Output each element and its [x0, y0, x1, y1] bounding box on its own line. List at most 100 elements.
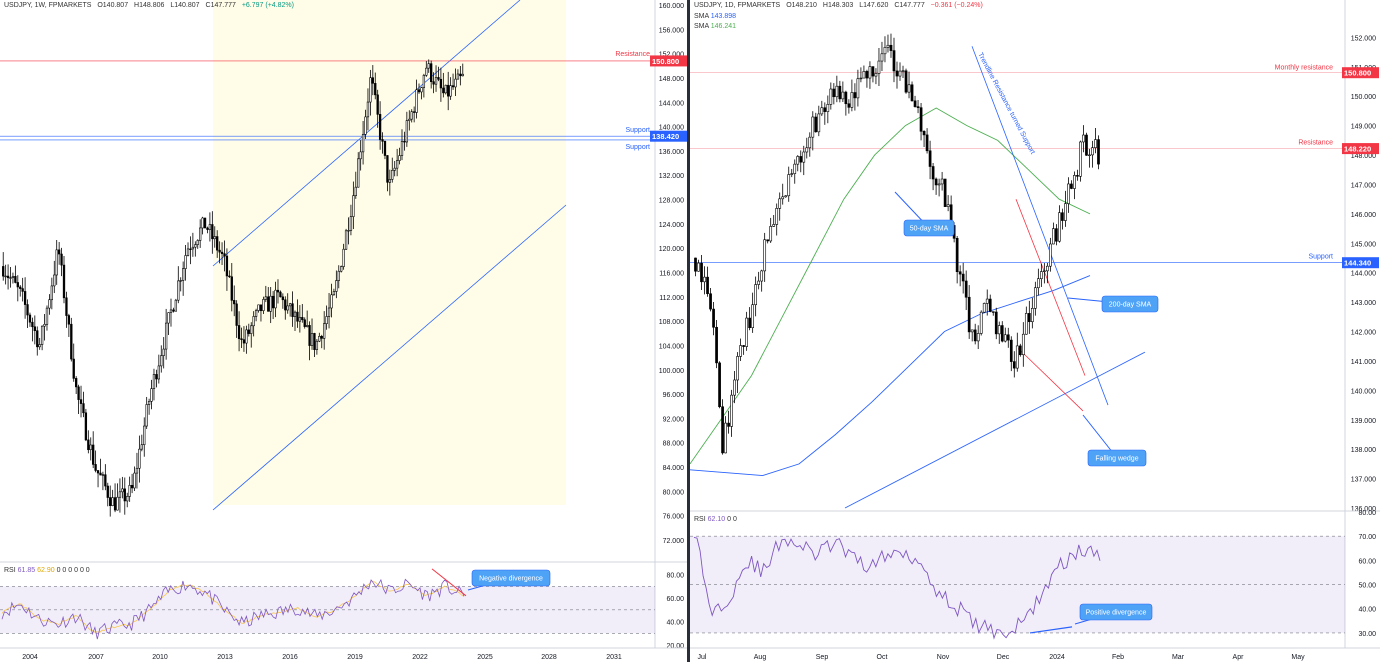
- weekly-price-tick: 128.000: [659, 198, 684, 205]
- weekly-price-tick: 104.000: [659, 343, 684, 350]
- daily-rsi-tick: 40.00: [1358, 607, 1376, 614]
- daily-candle: [919, 107, 923, 132]
- sma50-callout-box: [903, 219, 955, 237]
- weekly-candle: [403, 140, 406, 143]
- daily-candle: [793, 163, 797, 174]
- weekly-candle: [82, 403, 85, 414]
- positive-divergence-line: [1029, 626, 1073, 634]
- weekly-candle: [442, 87, 445, 94]
- daily-candle: [769, 226, 773, 242]
- daily-close: C147.777: [894, 2, 925, 9]
- weekly-candle: [335, 280, 338, 292]
- weekly-candle: [264, 296, 267, 300]
- daily-candle: [841, 91, 845, 100]
- daily-candle: [1046, 265, 1049, 272]
- daily-candle: [1015, 345, 1019, 369]
- weekly-candle: [344, 230, 348, 250]
- daily-candle: [922, 130, 926, 136]
- weekly-candle: [425, 67, 428, 76]
- daily-candle: [790, 173, 794, 175]
- weekly-chart-canvas[interactable]: Resistance Support Support 160.000 156.000 15…: [0, 0, 687, 662]
- daily-resistance-tag-bg: [1342, 143, 1379, 155]
- daily-candle: [1061, 212, 1064, 221]
- weekly-candle: [16, 282, 19, 288]
- daily-candle: [964, 280, 968, 298]
- trendline-label: Trendline Resistance turned Support: [976, 52, 1036, 156]
- daily-candle: [982, 303, 986, 313]
- daily-candle: [1043, 270, 1046, 272]
- daily-chart-canvas[interactable]: Monthly resistance Resistance Support Trend…: [690, 0, 1380, 662]
- weekly-candle: [6, 275, 10, 279]
- weekly-candle: [296, 311, 299, 322]
- weekly-candle: [150, 388, 153, 402]
- daily-open: O148.210: [786, 2, 817, 9]
- daily-candle: [766, 239, 770, 242]
- daily-candle: [892, 50, 896, 72]
- daily-candle: [934, 178, 938, 186]
- weekly-candle: [57, 249, 61, 255]
- weekly-candle: [179, 280, 182, 282]
- daily-candle: [835, 85, 839, 98]
- monthly-resistance-label: Monthly resistance: [1275, 65, 1333, 72]
- daily-candle: [787, 174, 791, 197]
- daily-candle: [1055, 228, 1058, 242]
- weekly-candle: [257, 304, 260, 311]
- weekly-time-tick: 2007: [88, 654, 104, 661]
- daily-candle: [1067, 183, 1070, 204]
- weekly-candle: [133, 472, 136, 489]
- weekly-candle: [332, 291, 336, 296]
- weekly-candle: [349, 216, 353, 231]
- daily-candle: [1012, 361, 1016, 369]
- daily-candle: [868, 66, 872, 79]
- weekly-candle: [298, 317, 302, 322]
- weekly-candle: [162, 348, 165, 356]
- daily-support-label: Support: [1308, 254, 1333, 261]
- daily-price-tick: 141.000: [1351, 359, 1376, 366]
- daily-candle: [736, 356, 739, 381]
- daily-time-tick: Mar: [1172, 654, 1185, 661]
- daily-candle: [928, 150, 932, 167]
- daily-candle: [814, 116, 818, 133]
- weekly-price-tick: 92.000: [663, 416, 685, 423]
- weekly-price-tick: 72.000: [663, 538, 685, 545]
- daily-candle: [874, 73, 878, 77]
- weekly-candle: [38, 344, 41, 348]
- pane-divider[interactable]: [687, 0, 690, 662]
- daily-candle: [775, 208, 779, 225]
- weekly-candle: [327, 307, 331, 317]
- weekly-candle: [211, 224, 214, 240]
- weekly-candle: [2, 266, 5, 277]
- weekly-candle: [174, 299, 178, 312]
- weekly-candle: [167, 312, 170, 324]
- weekly-candle: [267, 296, 270, 312]
- weekly-candle: [196, 240, 199, 245]
- daily-candle: [997, 325, 1001, 335]
- channel-lower-line: [212, 204, 567, 511]
- weekly-candle: [376, 94, 379, 115]
- daily-candle: [832, 88, 836, 98]
- daily-symbol: USDJPY, 1D, FPMARKETS: [694, 2, 781, 9]
- daily-candle: [817, 113, 821, 133]
- wedge-upper-line: [1015, 199, 1086, 376]
- weekly-candle: [422, 74, 426, 88]
- weekly-price-tick: 148.000: [659, 76, 684, 83]
- resistance-label: Resistance: [615, 51, 650, 58]
- weekly-chart-pane[interactable]: Resistance Support Support 160.000 156.000 15…: [0, 0, 687, 662]
- weekly-price-tick: 76.000: [663, 514, 685, 521]
- weekly-candle: [87, 439, 90, 451]
- daily-chart-pane[interactable]: Monthly resistance Resistance Support Trend…: [690, 0, 1380, 662]
- weekly-candle: [361, 134, 365, 153]
- weekly-candle: [228, 275, 231, 278]
- daily-candle: [1076, 175, 1079, 177]
- weekly-candle: [143, 425, 146, 446]
- daily-candle: [745, 317, 748, 347]
- daily-sma1-legend: SMA 143.898: [694, 13, 736, 20]
- daily-candle: [877, 60, 881, 74]
- weekly-rsi-extra: 0 0 0 0 0 0: [56, 567, 90, 574]
- weekly-candle: [40, 325, 44, 345]
- daily-candle: [820, 107, 824, 115]
- weekly-candle: [135, 467, 139, 474]
- weekly-candle: [169, 309, 173, 313]
- weekly-high: H148.806: [134, 2, 165, 9]
- weekly-candle: [364, 116, 367, 135]
